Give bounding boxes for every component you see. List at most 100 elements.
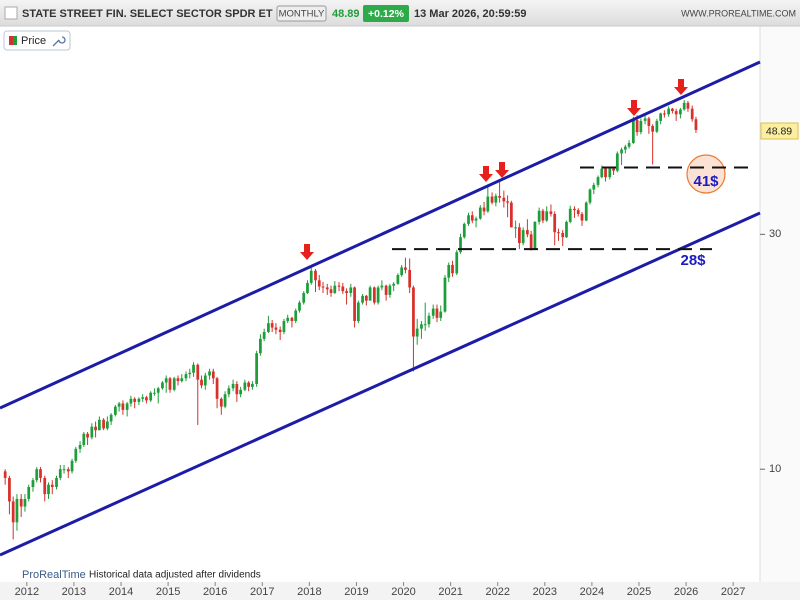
candle — [251, 381, 254, 390]
candle — [671, 107, 674, 114]
candle-body — [188, 372, 192, 375]
candle — [494, 193, 498, 207]
candle-body — [380, 285, 384, 288]
x-tick-label: 2017 — [250, 586, 274, 598]
candle-body — [105, 421, 109, 429]
legend-icon — [9, 36, 13, 45]
candle — [145, 395, 148, 404]
candle-body — [608, 168, 612, 178]
header-icon[interactable] — [4, 6, 18, 20]
candle — [415, 318, 419, 345]
x-tick-label: 2016 — [203, 586, 227, 598]
candle-body — [43, 477, 47, 495]
candle — [19, 494, 23, 517]
candle — [141, 394, 145, 402]
candle — [451, 260, 454, 277]
candle-body — [153, 392, 156, 394]
candle — [686, 100, 690, 112]
candle-body — [455, 252, 459, 274]
candle-body — [267, 323, 270, 332]
candle — [211, 368, 215, 384]
price-tag — [760, 122, 799, 140]
candle-body — [482, 207, 486, 212]
footer-brand: ProRealTime — [22, 569, 86, 581]
candle — [620, 147, 623, 165]
candle — [278, 326, 282, 341]
datetime: 13 Mar 2026, 20:59:59 — [414, 8, 527, 20]
candle — [309, 265, 313, 285]
candle — [596, 175, 600, 188]
legend-icon — [13, 36, 17, 45]
candle-body — [565, 221, 568, 238]
candle — [651, 124, 655, 165]
candle — [337, 282, 341, 292]
candle — [50, 480, 54, 495]
candle-body — [643, 118, 647, 121]
candle-body — [11, 501, 15, 523]
candle-body — [176, 378, 180, 382]
candle-body — [50, 484, 54, 488]
candle — [47, 482, 50, 499]
candle-body — [235, 383, 239, 395]
candle-body — [510, 202, 513, 228]
candle-body — [78, 444, 82, 449]
candle — [82, 432, 86, 447]
candle-body — [164, 378, 168, 383]
y-tick-label: 30 — [769, 228, 781, 240]
candle — [482, 201, 486, 216]
candle-body — [317, 280, 321, 287]
candle — [176, 375, 180, 386]
candle-body — [451, 264, 454, 274]
candle-body — [90, 426, 94, 438]
candle-body — [39, 469, 42, 478]
candle-body — [412, 287, 415, 337]
candle — [239, 386, 242, 398]
candle-body — [121, 403, 125, 410]
candle-body — [486, 196, 490, 212]
candle — [125, 401, 129, 417]
candle-body — [533, 221, 537, 250]
candle — [172, 376, 176, 392]
candle-body — [376, 287, 380, 303]
settings-icon[interactable] — [52, 36, 66, 47]
candle-body — [102, 419, 105, 429]
candle — [565, 220, 568, 238]
candle-body — [396, 275, 400, 284]
candle — [502, 190, 506, 208]
candle — [137, 397, 141, 406]
candle-body — [553, 213, 557, 233]
candle — [361, 293, 364, 305]
candle-body — [659, 113, 663, 121]
candle — [317, 275, 321, 291]
period-box[interactable] — [276, 5, 327, 22]
candle-body — [592, 184, 596, 190]
candle — [243, 379, 247, 392]
candle-body — [97, 419, 101, 431]
candle-body — [435, 308, 439, 318]
candle-body — [682, 102, 686, 110]
candle — [526, 219, 529, 238]
candle-body — [663, 113, 666, 115]
candle-body — [184, 374, 188, 379]
candle-body — [384, 285, 388, 295]
candle — [133, 397, 137, 409]
candle-body — [62, 469, 66, 471]
candle-body — [427, 315, 431, 325]
candle-body — [302, 293, 306, 303]
candle-body — [353, 287, 356, 322]
candle-body — [341, 286, 345, 292]
candle-body — [231, 383, 235, 389]
candle — [639, 118, 643, 135]
candle — [231, 379, 235, 392]
period[interactable]: MONTHLY — [279, 9, 325, 20]
candle — [8, 475, 11, 515]
candle — [306, 280, 309, 294]
candle-body — [203, 375, 207, 386]
candle-body — [8, 477, 11, 502]
candle-body — [215, 378, 219, 399]
candle-body — [620, 149, 623, 154]
candle — [105, 416, 109, 431]
candle — [545, 206, 549, 222]
candle-body — [58, 469, 62, 478]
